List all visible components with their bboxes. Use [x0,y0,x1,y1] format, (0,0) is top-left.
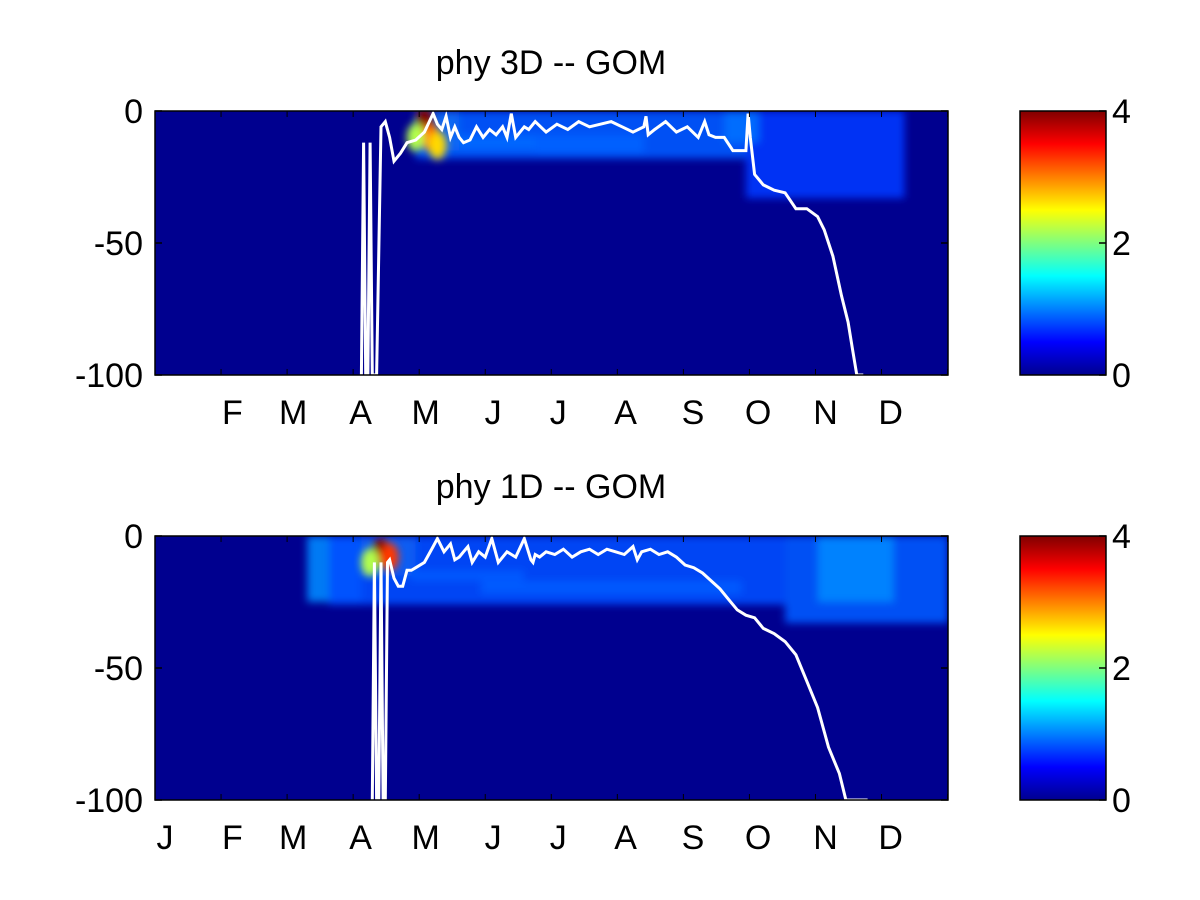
heat-band [724,111,759,143]
x-tick-label: J [550,394,567,432]
colorbar-ticks: 4 2 0 [1099,93,1131,395]
y-tick-label: -50 [94,225,143,263]
heat-band [415,111,746,159]
colorbar-tick-label: 0 [1112,357,1131,395]
heat-band [745,111,905,199]
heat-band [817,536,894,602]
y-tick-label: 0 [124,518,143,556]
chart-title: phy 1D -- GOM [436,468,666,506]
y-tick-label: -100 [75,782,143,820]
mixed-layer-line [370,536,868,800]
heatmap-area [155,111,948,375]
x-tick-label: J [550,819,567,857]
x-tick-label: A [349,394,372,432]
heat-bands [415,111,905,199]
x-tick-label: S [682,394,705,432]
y-tick-label: -50 [94,650,143,688]
chart-title: phy 3D -- GOM [436,44,666,82]
heat-hotspot [428,131,447,160]
x-tick-label: M [412,394,440,432]
x-tick-label: J [485,819,502,857]
y-axis: 0 -50 -100 [75,518,948,820]
x-tick-label: M [279,819,307,857]
heat-hotspots [406,111,447,160]
heat-bands [307,536,948,624]
colorbar-gradient [1019,110,1107,376]
colorbar-tick-label: 2 [1112,650,1131,688]
colorbar: 4 2 0 [1019,93,1131,395]
colorbar-gradient [1019,535,1107,801]
x-tick-label: F [222,394,243,432]
heat-hotspot [380,543,399,572]
colorbar-tick-label: 0 [1112,782,1131,820]
colorbar: 4 2 0 [1019,518,1131,820]
colorbar-ticks: 4 2 0 [1099,518,1131,820]
colorbar-tick-label: 2 [1112,225,1131,263]
x-tick-label: F [222,819,243,857]
x-tick-label: A [349,819,372,857]
x-tick-label: D [878,819,903,857]
y-axis: 0 -50 -100 [75,93,948,395]
x-tick-label: M [279,394,307,432]
heatmap-area [155,536,948,800]
x-tick-label: M [412,819,440,857]
x-tick-label: J [485,394,502,432]
x-tick-label: N [813,394,838,432]
x-tick-label: O [745,819,771,857]
heat-hotspot [406,123,425,152]
y-tick-label: -100 [75,357,143,395]
x-tick-label: N [813,819,838,857]
mixed-layer-line [359,111,864,375]
heat-hotspot [361,548,380,577]
colorbar-tick-label: 4 [1112,518,1131,556]
colorbar-tick-label: 4 [1112,93,1131,131]
x-tick-label: S [682,819,705,857]
y-tick-label: 0 [124,93,143,131]
x-tick-label: O [745,394,771,432]
x-tick-label: D [878,394,903,432]
x-tick-label: A [614,819,637,857]
heat-band [328,536,786,605]
x-tick-label: J [157,819,174,857]
x-tick-label: A [614,394,637,432]
